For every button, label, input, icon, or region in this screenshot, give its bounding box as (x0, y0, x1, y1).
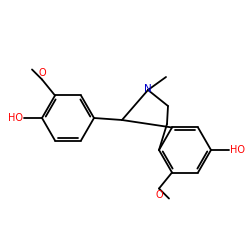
Text: HO: HO (230, 145, 245, 155)
Text: HO: HO (8, 113, 23, 123)
Text: O: O (155, 190, 163, 200)
Text: O: O (38, 68, 46, 78)
Text: N: N (144, 84, 152, 94)
